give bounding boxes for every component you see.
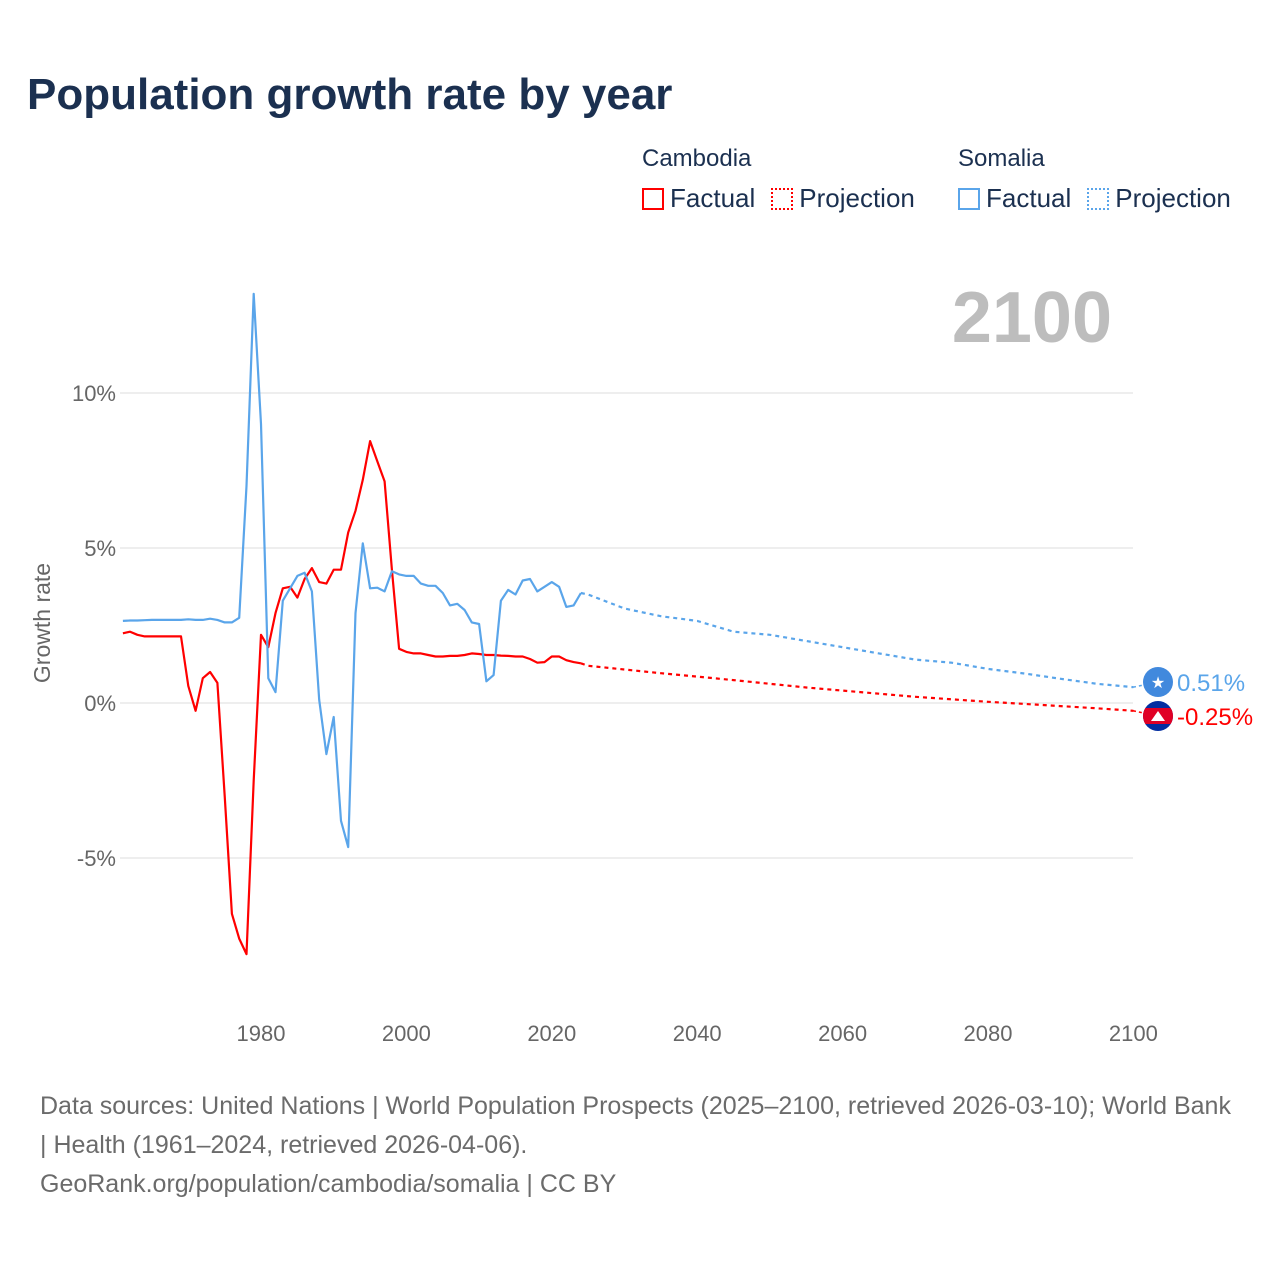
legend-swatch [958,187,980,210]
legend-cambodia: Cambodia Factual Projection [642,145,915,214]
legend-label: Factual [670,183,756,213]
cambodia-factual-line [122,440,582,956]
cambodia-flag-icon [1143,701,1173,731]
somalia-flag-icon [1143,667,1173,697]
x-tick-label: 2020 [527,1021,576,1046]
legend-label: Projection [799,183,915,213]
x-tick-label: 2080 [964,1021,1013,1046]
legend-item-somalia-projection[interactable]: Projection [1087,183,1231,214]
legend-label: Factual [986,183,1072,213]
legend-label: Projection [1115,183,1231,213]
legend-swatch [642,187,664,210]
legend-swatch [771,187,794,210]
data-sources: Data sources: United Nations | World Pop… [40,1092,1231,1159]
legend-title: Somalia [958,145,1045,172]
x-tick-label: 2000 [382,1021,431,1046]
y-tick-label: 10% [72,381,116,406]
x-tick-label: 2100 [1109,1021,1158,1046]
chart-title: Population growth rate by year [27,70,673,119]
somalia-projection-line [580,591,1134,689]
y-tick-label: 5% [84,536,116,561]
cambodia-end-value-label: -0.25% [1177,704,1253,731]
y-tick-label: -5% [77,846,116,871]
somalia-factual-line [122,292,582,849]
x-tick-label: 2060 [818,1021,867,1046]
y-tick-label: 0% [84,691,116,716]
somalia-end-value-label: 0.51% [1177,670,1245,697]
legend-swatch [1087,187,1110,210]
x-tick-label: 2040 [673,1021,722,1046]
year-watermark: 2100 [952,278,1112,358]
y-axis-label: Growth rate [29,563,55,683]
footer: Data sources: United Nations | World Pop… [40,1087,1240,1204]
legend-somalia: Somalia Factual Projection [958,145,1231,214]
x-tick-label: 1980 [237,1021,286,1046]
source-link[interactable]: GeoRank.org/population/cambodia/somalia … [40,1170,617,1198]
legend-item-somalia-factual[interactable]: Factual [958,183,1071,214]
chart-plot: 10% 5% 0% -5% 1980 2000 2020 2040 2060 2080 2100 2… [29,278,1253,1046]
legend-title: Cambodia [642,145,752,172]
legend-item-cambodia-projection[interactable]: Projection [771,183,915,214]
legend-item-cambodia-factual[interactable]: Factual [642,183,755,214]
star-icon: ★ [1151,675,1165,692]
cambodia-projection-line [580,662,1134,712]
